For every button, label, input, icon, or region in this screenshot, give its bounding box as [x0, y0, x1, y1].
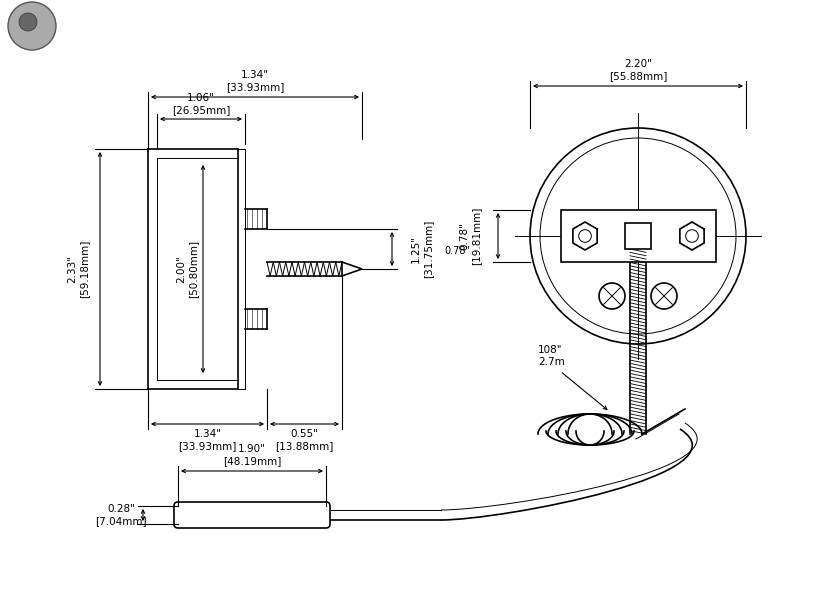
- Text: 2.00"
[50.80mm]: 2.00" [50.80mm]: [176, 240, 198, 298]
- Text: 0.78": 0.78": [444, 246, 470, 256]
- Text: 1.25"
[31.75mm]: 1.25" [31.75mm]: [411, 220, 433, 278]
- Text: 1.06"
[26.95mm]: 1.06" [26.95mm]: [172, 93, 230, 115]
- Text: 1.34"
[33.93mm]: 1.34" [33.93mm]: [226, 70, 284, 92]
- Text: 2.33"
[59.18mm]: 2.33" [59.18mm]: [67, 240, 89, 298]
- Text: 1.90"
[48.19mm]: 1.90" [48.19mm]: [223, 444, 281, 466]
- Text: 108"
2.7m: 108" 2.7m: [538, 345, 565, 367]
- Circle shape: [8, 2, 56, 50]
- Bar: [561, 210, 716, 262]
- Text: 0.28"
[7.04mm]: 0.28" [7.04mm]: [95, 504, 147, 526]
- Text: 2.20"
[55.88mm]: 2.20" [55.88mm]: [609, 59, 667, 81]
- Polygon shape: [342, 262, 362, 276]
- Text: 0.78"
[19.81mm]: 0.78" [19.81mm]: [459, 207, 481, 265]
- Text: 1.34"
[33.93mm]: 1.34" [33.93mm]: [178, 429, 237, 451]
- Text: 0.55"
[13.88mm]: 0.55" [13.88mm]: [275, 429, 334, 451]
- FancyBboxPatch shape: [174, 502, 330, 528]
- Circle shape: [19, 13, 37, 31]
- Bar: [625, 223, 651, 249]
